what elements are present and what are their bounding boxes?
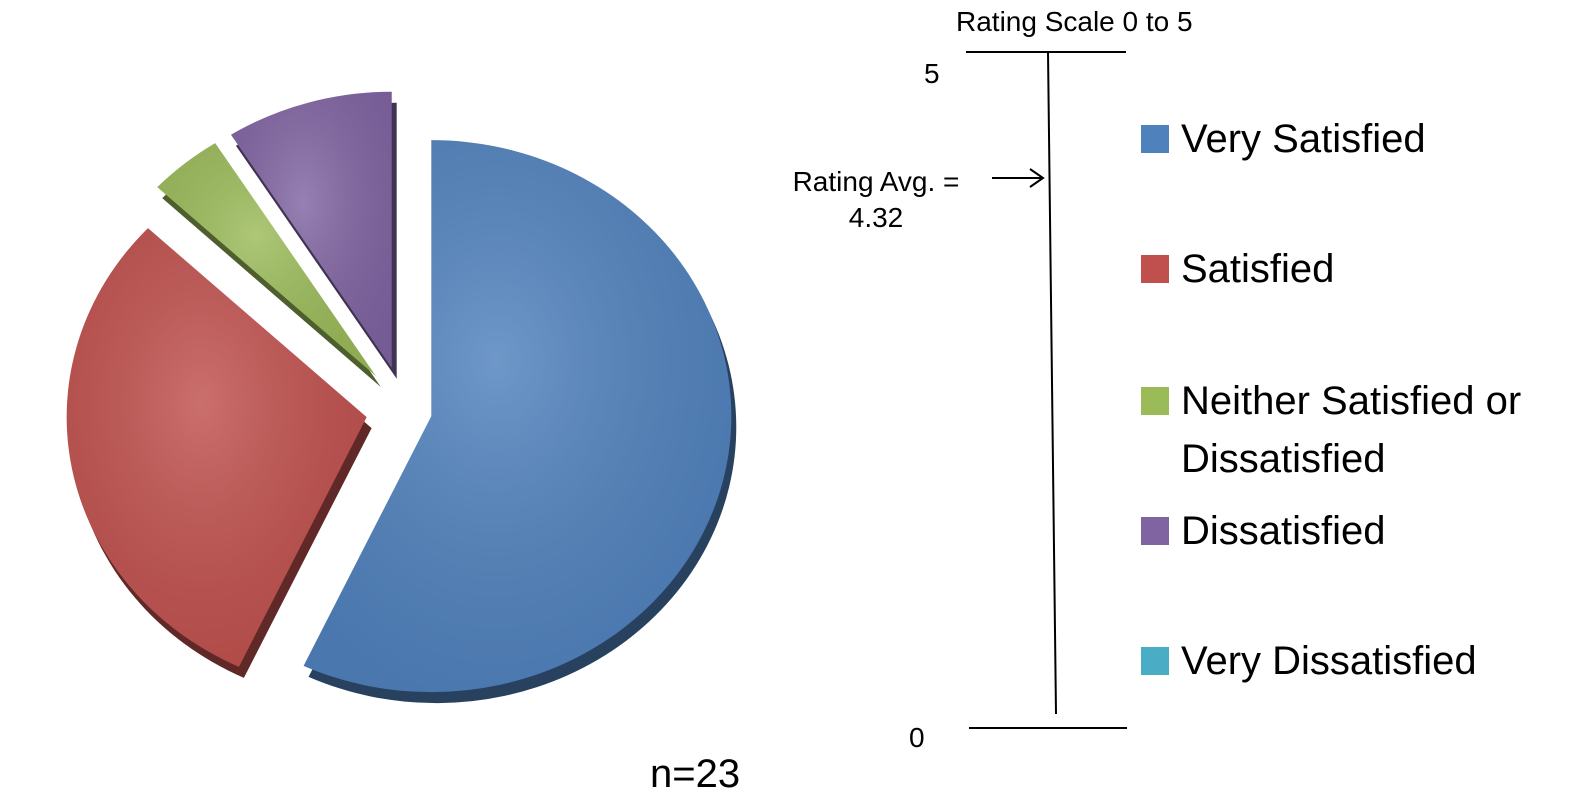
rating-average-value: 4.32 <box>848 202 904 233</box>
legend-swatch <box>1141 647 1169 675</box>
sample-size-label: n=23 <box>650 752 741 796</box>
pie-slice-gloss <box>157 143 376 377</box>
legend-label: Very Dissatisfied <box>1181 639 1477 683</box>
pie-slice-very-satisfied <box>303 140 737 704</box>
legend-label: Dissatisfied <box>1181 509 1386 553</box>
legend-item-very-satisfied: Very Satisfied <box>1141 110 1581 168</box>
pie-slices <box>66 91 737 704</box>
pie-slice-dissatisfied <box>230 91 397 379</box>
average-arrow <box>992 168 1045 188</box>
legend-label: Very Satisfied <box>1181 117 1426 161</box>
pie-slice-satisfied <box>66 228 372 678</box>
legend-swatch <box>1141 387 1169 415</box>
pie-slice-neither-satisfied-or-dissatisfied <box>157 143 381 388</box>
rating-scale-title: Rating Scale 0 to 5 <box>956 6 1193 37</box>
pie-slice-gloss <box>230 91 392 368</box>
rating-scale <box>966 51 1127 729</box>
pie-slice-gloss <box>303 140 732 693</box>
scale-axis-line <box>1047 51 1057 715</box>
pie-slice-gloss <box>66 228 367 667</box>
legend-item-satisfied: Satisfied <box>1141 240 1581 298</box>
rating-average-label: Rating Avg. = 4.32 <box>770 164 982 236</box>
rating-average-text: Rating Avg. = <box>792 166 960 197</box>
legend-swatch <box>1141 255 1169 283</box>
legend-swatch <box>1141 125 1169 153</box>
legend-swatch <box>1141 517 1169 545</box>
legend-label: Satisfied <box>1181 247 1335 291</box>
legend-item-very-dissatisfied: Very Dissatisfied <box>1141 632 1581 690</box>
legend-item-neither-satisfied-or-dissatisfied: Neither Satisfied or Dissatisfied <box>1141 372 1581 488</box>
scale-min-label: 0 <box>909 722 925 753</box>
legend-label: Neither Satisfied or Dissatisfied <box>1181 379 1522 481</box>
legend-item-dissatisfied: Dissatisfied <box>1141 502 1581 560</box>
scale-max-label: 5 <box>924 58 940 89</box>
